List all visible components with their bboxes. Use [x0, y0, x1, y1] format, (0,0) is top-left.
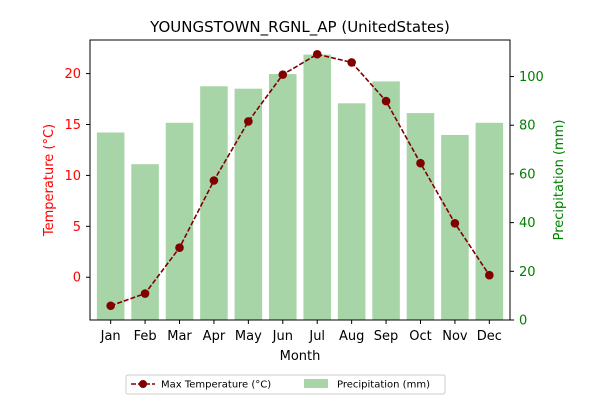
- temperature-line: [110, 53, 491, 307]
- y-right-tick-label: 60: [519, 167, 536, 182]
- y-left-tick-label: 15: [64, 118, 81, 133]
- temperature-point-oct: [416, 158, 425, 168]
- temperature-point-jun: [278, 70, 288, 79]
- y-right-tick-label: 20: [519, 265, 536, 280]
- y-left-tick-label: 0: [73, 271, 81, 286]
- y-left-tick-label: 5: [73, 220, 81, 235]
- temperature-point-jul: [312, 49, 322, 59]
- x-tick-label: Feb: [134, 329, 157, 344]
- precipitation-bars: [96, 54, 504, 321]
- temperature-point-dec: [485, 270, 494, 280]
- legend-frame: [125, 374, 446, 395]
- y-right-tick-label: 0: [519, 314, 527, 329]
- precipitation-bar-oct: [406, 113, 435, 320]
- x-tick-label: Mar: [167, 329, 192, 344]
- x-tick-label: Jan: [100, 329, 121, 344]
- precipitation-bar-sep: [372, 81, 400, 321]
- temperature-point-jan: [106, 301, 115, 311]
- x-tick-label: May: [235, 329, 262, 344]
- x-tick-label: Apr: [203, 329, 226, 344]
- legend: Max Temperature (°C) Precipitation (mm): [125, 374, 446, 395]
- x-tick-label: Nov: [442, 329, 468, 344]
- precipitation-bar-jun: [269, 74, 297, 320]
- temperature-line-layer: [106, 49, 494, 311]
- precipitation-bar-may: [234, 88, 263, 321]
- precipitation-bar-jul: [303, 54, 331, 320]
- legend-line-label: Max Temperature (°C): [161, 380, 271, 391]
- temperature-point-mar: [175, 243, 184, 253]
- x-tick-label: Sep: [374, 329, 399, 344]
- temperature-point-nov: [450, 218, 460, 228]
- y-right-tick-label: 100: [519, 70, 544, 85]
- y-axis-right-label: Precipitation (mm): [552, 120, 567, 241]
- legend-line-marker: [139, 380, 147, 388]
- y-axis-right: 0 20 40 60 80 100: [510, 70, 544, 329]
- legend-bar-label: Precipitation (mm): [337, 380, 430, 391]
- temperature-point-feb: [140, 289, 150, 298]
- x-axis: Jan Feb Mar Apr May Jun Jul Aug Sep Oct Nov Dec: [100, 320, 502, 344]
- precipitation-bar-jan: [96, 132, 125, 320]
- y-axis-left: 0 5 10 15 20: [64, 67, 90, 286]
- y-left-tick-label: 10: [64, 169, 81, 184]
- legend-bar-swatch: [304, 379, 328, 388]
- x-tick-label: Oct: [409, 329, 431, 344]
- precipitation-bar-dec: [475, 122, 504, 320]
- precipitation-bar-mar: [165, 122, 194, 320]
- temperature-point-sep: [381, 96, 391, 106]
- y-axis-left-label: Temperature (°C): [42, 124, 57, 237]
- temperature-point-aug: [347, 58, 356, 67]
- y-right-tick-label: 80: [519, 119, 536, 134]
- y-left-tick-label: 20: [64, 67, 81, 82]
- x-tick-label: Jun: [272, 329, 293, 344]
- x-tick-label: Aug: [339, 329, 364, 344]
- x-axis-label: Month: [280, 349, 321, 364]
- y-right-tick-label: 40: [519, 216, 536, 231]
- x-tick-label: Dec: [477, 329, 502, 344]
- x-tick-label: Jul: [308, 329, 325, 344]
- precipitation-bar-aug: [337, 103, 366, 320]
- precipitation-bar-apr: [200, 86, 228, 321]
- plot-frame: [89, 39, 511, 321]
- temperature-point-may: [244, 117, 253, 126]
- chart-title: YOUNGSTOWN_RGNL_AP (UnitedStates): [149, 18, 450, 37]
- temperature-point-apr: [209, 176, 219, 185]
